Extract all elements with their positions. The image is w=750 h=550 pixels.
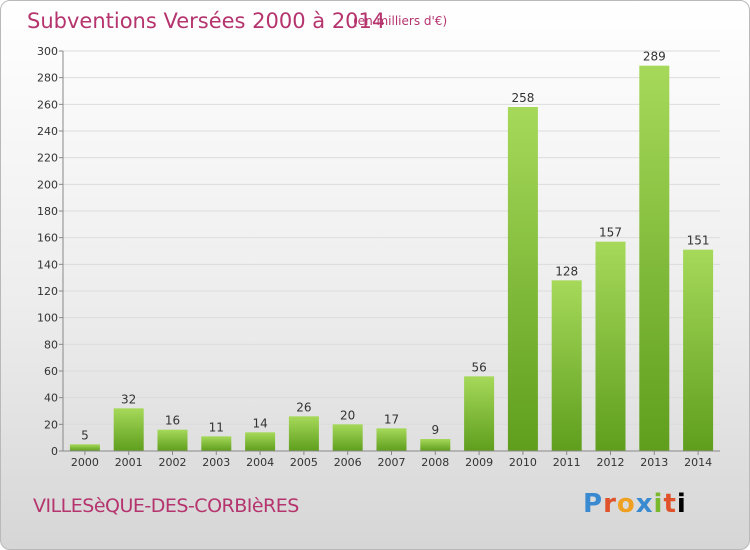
bar-value-label: 11	[209, 420, 224, 434]
y-tick-label: 0	[51, 445, 58, 458]
bar-value-label: 289	[643, 50, 666, 64]
bar	[464, 376, 495, 451]
bar-value-label: 56	[471, 360, 486, 374]
x-tick-label: 2006	[334, 456, 362, 469]
x-tick-label: 2013	[640, 456, 668, 469]
bar-value-label: 16	[165, 414, 180, 428]
y-tick-label: 300	[37, 45, 58, 58]
y-tick-label: 60	[44, 365, 58, 378]
x-tick-label: 2011	[553, 456, 581, 469]
x-tick-label: 2014	[684, 456, 712, 469]
x-tick-label: 2008	[421, 456, 449, 469]
bar-value-label: 9	[431, 423, 439, 437]
bar	[201, 436, 232, 451]
x-tick-label: 2007	[378, 456, 406, 469]
bar	[332, 424, 363, 451]
bar	[157, 429, 188, 451]
logo-letter: P	[583, 489, 604, 519]
logo-letter: t	[663, 489, 677, 519]
y-tick-label: 120	[37, 285, 58, 298]
bar-value-label: 258	[511, 91, 534, 105]
x-tick-label: 2005	[290, 456, 318, 469]
y-tick-label: 280	[37, 72, 58, 85]
y-tick-label: 100	[37, 312, 58, 325]
x-tick-label: 2003	[202, 456, 230, 469]
y-tick-label: 160	[37, 232, 58, 245]
chart-title: Subventions Versées 2000 à 2014	[27, 9, 386, 33]
y-tick-label: 80	[44, 338, 58, 351]
logo-letter: o	[616, 489, 636, 519]
logo-letter: i	[676, 489, 687, 519]
bar-value-label: 128	[555, 264, 578, 278]
x-tick-label: 2004	[246, 456, 274, 469]
logo-letter: i	[653, 489, 664, 519]
y-tick-label: 220	[37, 152, 58, 165]
x-tick-label: 2009	[465, 456, 493, 469]
x-tick-label: 2001	[115, 456, 143, 469]
chart-subtitle: (en milliers d'€)	[353, 14, 448, 28]
bar-value-label: 17	[384, 412, 399, 426]
logo-letter: r	[603, 489, 617, 519]
proxiti-logo[interactable]: Proxiti	[583, 489, 687, 519]
bar	[420, 439, 451, 451]
bar	[376, 428, 407, 451]
y-tick-label: 20	[44, 418, 58, 431]
bar-value-label: 26	[296, 400, 311, 414]
bar-value-label: 5	[81, 428, 89, 442]
bar	[595, 241, 626, 451]
bar	[551, 280, 582, 451]
bar	[69, 444, 100, 451]
bar-value-label: 14	[252, 416, 267, 430]
commune-name: VILLESèQUE-DES-CORBIèRES	[33, 495, 299, 517]
bar	[288, 416, 319, 451]
x-tick-label: 2000	[71, 456, 99, 469]
bar	[113, 408, 144, 451]
y-tick-label: 240	[37, 125, 58, 138]
bar-value-label: 151	[687, 234, 710, 248]
y-tick-label: 260	[37, 98, 58, 111]
x-tick-label: 2010	[509, 456, 537, 469]
bar-value-label: 32	[121, 392, 136, 406]
y-tick-label: 40	[44, 392, 58, 405]
bar	[683, 249, 714, 451]
bar	[639, 65, 670, 452]
logo-letter: x	[635, 489, 654, 519]
y-tick-label: 140	[37, 258, 58, 271]
bar-value-label: 20	[340, 408, 355, 422]
bar	[507, 107, 538, 451]
bar-value-label: 157	[599, 226, 622, 240]
y-tick-label: 180	[37, 205, 58, 218]
bar	[245, 432, 276, 451]
y-tick-label: 200	[37, 178, 58, 191]
x-tick-label: 2002	[159, 456, 187, 469]
x-tick-label: 2012	[597, 456, 625, 469]
